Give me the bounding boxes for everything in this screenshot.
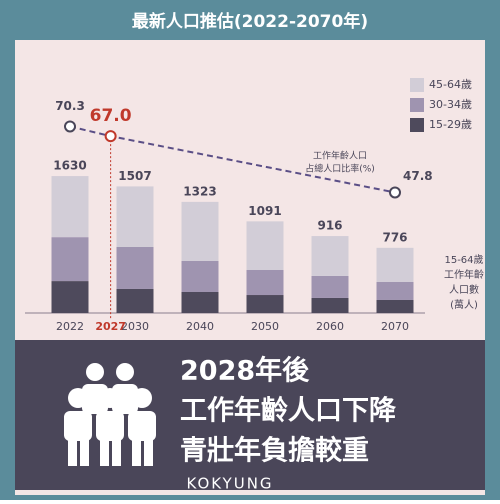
bar-segment (181, 292, 219, 313)
x-tick-label: 2040 (186, 320, 214, 333)
legend-label: 30-34歲 (429, 97, 472, 111)
total-label: 1323 (183, 184, 216, 198)
legend-swatch (410, 118, 424, 132)
x-tick-label: 2030 (121, 320, 149, 333)
legend-swatch (410, 78, 424, 92)
ratio-label: 67.0 (90, 106, 132, 126)
ratio-label: 47.8 (403, 169, 433, 183)
bar-segment (246, 269, 284, 296)
y-axis-label: (萬人) (450, 298, 478, 311)
y-axis-label: 15-64歲 (444, 253, 483, 266)
bar-segment (311, 297, 349, 313)
bar-segment (181, 261, 219, 292)
bar-segment (116, 186, 154, 247)
message-line: 工作年齡人口下降 (180, 395, 397, 427)
people-icon (64, 363, 156, 466)
watermark: KOKYUNG (186, 475, 273, 493)
bar-segment (51, 281, 89, 313)
x-tick-label: 2060 (316, 320, 344, 333)
total-label: 1091 (248, 204, 281, 218)
legend-label: 45-64歲 (429, 77, 472, 91)
legend-swatch (410, 98, 424, 112)
bar-segment (376, 282, 414, 300)
ratio-label: 70.3 (55, 99, 85, 113)
message-line: 2028年後 (180, 355, 310, 387)
total-label: 776 (382, 230, 407, 244)
bar-segment (51, 176, 89, 238)
x-tick-label: 2050 (251, 320, 279, 333)
ratio-point (389, 186, 401, 199)
bar-segment (376, 247, 414, 283)
bar-segment (246, 295, 284, 313)
bar-segment (311, 275, 349, 298)
message-line: 青壯年負擔較重 (180, 435, 369, 467)
legend-label: 15-29歲 (429, 117, 472, 131)
x-tick-label: 2022 (56, 320, 84, 333)
x-tick-label: 2070 (381, 320, 409, 333)
bar-segment (116, 288, 154, 313)
total-label: 916 (317, 219, 342, 233)
total-label: 1630 (53, 159, 86, 173)
total-label: 1507 (118, 169, 151, 183)
ratio-point (64, 120, 76, 133)
bar-segment (376, 299, 414, 313)
bar-segment (246, 221, 284, 270)
line-annotation: 占總人口比率(%) (305, 163, 375, 175)
bar-segment (51, 237, 89, 282)
line-annotation: 工作年齡人口 (313, 150, 367, 162)
chart-title: 最新人口推估(2022-2070年) (132, 11, 368, 32)
bar-segment (116, 246, 154, 289)
ratio-point (104, 130, 117, 143)
bar-segment (311, 236, 349, 276)
bar-segment (181, 201, 219, 262)
y-axis-label: 人口數 (449, 283, 479, 296)
highlight-x-label: 2027 (95, 320, 126, 333)
y-axis-label: 工作年齡 (444, 268, 484, 281)
